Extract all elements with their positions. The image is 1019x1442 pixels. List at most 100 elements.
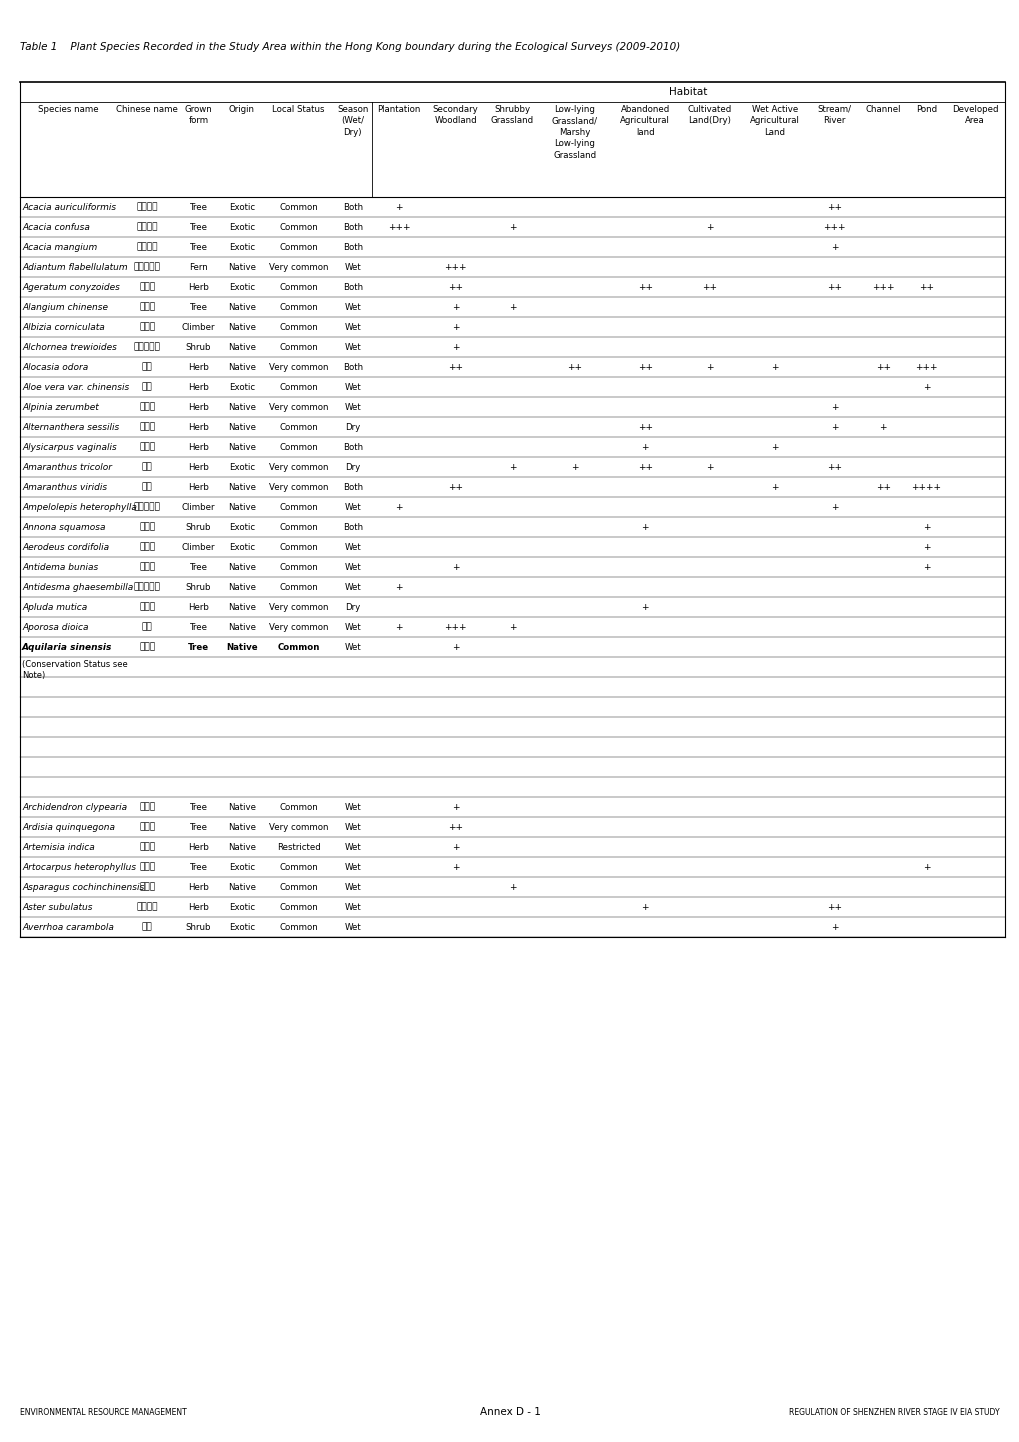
Text: +: +: [394, 623, 403, 632]
Text: Herb: Herb: [187, 402, 209, 411]
Text: +: +: [829, 402, 838, 411]
Text: Very common: Very common: [269, 463, 328, 472]
Text: ++++: ++++: [911, 483, 941, 492]
Text: Artemisia indica: Artemisia indica: [22, 842, 95, 851]
Text: Dry: Dry: [344, 423, 360, 431]
Text: Herb: Herb: [187, 362, 209, 372]
Text: Climber: Climber: [181, 502, 215, 512]
Text: +: +: [451, 643, 459, 652]
Text: Herb: Herb: [187, 483, 209, 492]
Text: Common: Common: [279, 382, 318, 391]
Text: Common: Common: [279, 923, 318, 932]
Text: Wet: Wet: [344, 842, 361, 851]
Text: Wet: Wet: [344, 923, 361, 932]
Text: Ardisia quinquegona: Ardisia quinquegona: [22, 822, 115, 832]
Text: Herb: Herb: [187, 603, 209, 611]
Text: +++: +++: [387, 222, 410, 232]
Text: +: +: [922, 382, 929, 391]
Text: +: +: [829, 923, 838, 932]
Text: Dry: Dry: [344, 603, 360, 611]
Text: Table 1    Plant Species Recorded in the Study Area within the Hong Kong boundar: Table 1 Plant Species Recorded in the St…: [20, 42, 680, 52]
Text: Both: Both: [342, 202, 363, 212]
Text: +: +: [641, 443, 648, 451]
Text: Alocasia odora: Alocasia odora: [22, 362, 89, 372]
Text: Shrub: Shrub: [185, 522, 211, 532]
Text: Wet: Wet: [344, 382, 361, 391]
Text: Both: Both: [342, 222, 363, 232]
Text: Native: Native: [227, 583, 256, 591]
Text: 耳果相思: 耳果相思: [137, 202, 158, 212]
Text: Common: Common: [279, 222, 318, 232]
Text: Aerodeus cordifolia: Aerodeus cordifolia: [22, 542, 109, 551]
Text: Common: Common: [279, 542, 318, 551]
Text: +++: +++: [871, 283, 894, 291]
Text: Both: Both: [342, 522, 363, 532]
Text: +: +: [829, 502, 838, 512]
Text: 籕枯紫菀: 籕枯紫菀: [137, 903, 158, 911]
Text: +: +: [705, 222, 713, 232]
Text: 大果相思: 大果相思: [137, 242, 158, 251]
Text: Aster subulatus: Aster subulatus: [22, 903, 93, 911]
Text: Herb: Herb: [187, 883, 209, 891]
Text: Apluda mutica: Apluda mutica: [22, 603, 88, 611]
Text: Both: Both: [342, 362, 363, 372]
Text: Common: Common: [279, 803, 318, 812]
Text: Wet: Wet: [344, 262, 361, 271]
Text: Common: Common: [279, 903, 318, 911]
Text: Exotic: Exotic: [228, 923, 255, 932]
Text: Common: Common: [279, 423, 318, 431]
Text: Artocarpus heterophyllus: Artocarpus heterophyllus: [22, 862, 136, 871]
Text: ++: ++: [826, 903, 842, 911]
Text: +++: +++: [444, 262, 467, 271]
Text: +: +: [451, 842, 459, 851]
Text: Restricted: Restricted: [276, 842, 320, 851]
Text: 香天葩: 香天葩: [139, 542, 155, 551]
Text: Habitat: Habitat: [668, 87, 707, 97]
Text: Local Status: Local Status: [272, 105, 325, 114]
Text: Tree: Tree: [190, 242, 208, 251]
Text: 土沉香: 土沉香: [139, 643, 155, 652]
Text: Herb: Herb: [187, 443, 209, 451]
Text: Both: Both: [342, 443, 363, 451]
Text: 箋奶全: 箋奶全: [139, 822, 155, 832]
Text: Exotic: Exotic: [228, 542, 255, 551]
Text: 紅倍山麻槟: 紅倍山麻槟: [133, 343, 160, 352]
Text: +: +: [451, 562, 459, 571]
Text: ++: ++: [702, 283, 716, 291]
Text: Annona squamosa: Annona squamosa: [22, 522, 105, 532]
Text: Native: Native: [227, 883, 256, 891]
Text: Common: Common: [279, 303, 318, 311]
Text: Wet: Wet: [344, 822, 361, 832]
Text: +++: +++: [822, 222, 845, 232]
Text: 野薔: 野薔: [142, 483, 153, 492]
Text: Channel: Channel: [865, 105, 900, 114]
Text: Tree: Tree: [187, 643, 209, 652]
Text: Shrub: Shrub: [185, 583, 211, 591]
Text: Wet: Wet: [344, 583, 361, 591]
Text: Common: Common: [279, 343, 318, 352]
Text: Exotic: Exotic: [228, 522, 255, 532]
Text: Annex D - 1: Annex D - 1: [479, 1407, 540, 1417]
Text: Common: Common: [279, 202, 318, 212]
Text: Pond: Pond: [915, 105, 936, 114]
Text: Season
(Wet/
Dry): Season (Wet/ Dry): [337, 105, 368, 137]
Text: +: +: [451, 323, 459, 332]
Text: 鏈菜豆: 鏈菜豆: [139, 443, 155, 451]
Text: Very common: Very common: [269, 603, 328, 611]
Text: 壆荷: 壆荷: [142, 382, 153, 391]
Text: +: +: [641, 603, 648, 611]
Text: Very common: Very common: [269, 402, 328, 411]
Text: +: +: [451, 803, 459, 812]
Text: ++: ++: [447, 362, 463, 372]
Text: Herb: Herb: [187, 903, 209, 911]
Text: Wet: Wet: [344, 502, 361, 512]
Text: Shrub: Shrub: [185, 343, 211, 352]
Text: Species name: Species name: [39, 105, 99, 114]
Text: Native: Native: [227, 603, 256, 611]
Text: Exotic: Exotic: [228, 222, 255, 232]
Text: Common: Common: [279, 323, 318, 332]
Text: +: +: [394, 502, 403, 512]
Text: Common: Common: [277, 643, 320, 652]
Text: Ageratum conyzoides: Ageratum conyzoides: [22, 283, 120, 291]
Text: ++: ++: [875, 362, 890, 372]
